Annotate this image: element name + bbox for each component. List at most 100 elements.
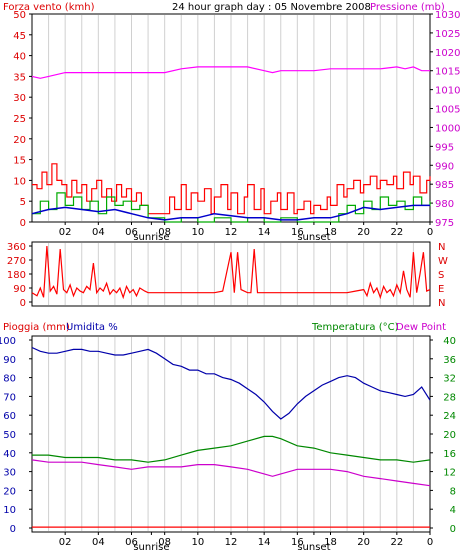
y-tick-label-right: 16	[443, 449, 456, 460]
x-tick-label: 0	[427, 227, 433, 238]
x-tick-label: 14	[258, 227, 271, 238]
x-tick-label: 12	[225, 227, 238, 238]
y-tick-label-right: 980	[435, 199, 454, 210]
y-tick-label-left: 15	[13, 156, 26, 167]
temp-humidity-panel: 0102030405060708090100048121620242832364…	[0, 335, 456, 553]
series-dewpoint	[31, 459, 431, 487]
x-tick-label: 18	[324, 537, 337, 548]
y-tick-label-right: 40	[443, 336, 456, 347]
y-tick-label-left: 10	[3, 505, 16, 516]
compass-label: N	[438, 298, 445, 309]
x-tick-label: 14	[258, 537, 271, 548]
y-tick-label-right: 36	[443, 355, 456, 366]
y-tick-label-left: 0	[10, 524, 16, 535]
y-tick-label-right: 1015	[435, 67, 460, 78]
compass-label: W	[438, 256, 448, 267]
wind-pressure-panel: 0510152025303540455097598098599099510001…	[13, 10, 460, 243]
y-tick-label-left: 70	[3, 392, 16, 403]
y-tick-label-right: 995	[435, 142, 454, 153]
y-tick-label-left: 35	[13, 72, 26, 83]
y-tick-label-right: 24	[443, 411, 456, 422]
y-tick-label-left: 0	[20, 298, 26, 309]
x-tick-label: 04	[92, 227, 105, 238]
y-tick-label-right: 1020	[435, 48, 460, 59]
y-tick-label-left: 360	[7, 242, 26, 253]
x-tick-label: 02	[59, 227, 72, 238]
y-tick-label-right: 32	[443, 374, 456, 385]
y-tick-label-left: 60	[3, 411, 16, 422]
y-tick-label-left: 0	[20, 218, 26, 229]
x-tick-label: 06	[125, 537, 138, 548]
y-tick-label-right: 28	[443, 392, 456, 403]
y-tick-label-left: 50	[13, 10, 26, 21]
y-tick-label-right: 1030	[435, 10, 460, 21]
y-tick-label-left: 30	[3, 468, 16, 479]
y-tick-label-right: 1010	[435, 86, 460, 97]
y-tick-label-right: 4	[450, 505, 456, 516]
x-tick-label: 22	[390, 227, 403, 238]
y-tick-label-right: 1005	[435, 105, 460, 116]
series-wind_avg	[31, 204, 430, 221]
y-tick-label-left: 30	[13, 93, 26, 104]
x-tick-label: 16	[291, 537, 304, 548]
y-tick-label-right: 1000	[435, 123, 460, 134]
x-tick-label: 04	[92, 537, 105, 548]
series-temperature	[32, 435, 431, 463]
y-tick-label-right: 985	[435, 180, 454, 191]
compass-label: S	[438, 270, 444, 281]
series-direction	[31, 245, 431, 300]
sunset-label: sunset	[297, 542, 330, 553]
x-tick-label: 18	[324, 227, 337, 238]
x-tick-label: 06	[125, 227, 138, 238]
compass-label: E	[438, 284, 444, 295]
y-tick-label-left: 5	[20, 197, 26, 208]
y-tick-label-right: 975	[435, 218, 454, 229]
y-tick-label-left: 25	[13, 114, 26, 125]
y-tick-label-right: 1025	[435, 29, 460, 40]
x-tick-label: 20	[357, 537, 370, 548]
humidity-axis-title: Umidita %	[66, 322, 118, 333]
series-humidity	[31, 346, 431, 420]
x-tick-label: 16	[291, 227, 304, 238]
rain-axis-title: Pioggia (mm)	[3, 322, 70, 333]
y-tick-label-left: 50	[3, 430, 16, 441]
y-tick-label-right: 0	[450, 524, 456, 535]
series-wind_gust	[32, 163, 431, 215]
pressure-axis-title: Pressione (mb)	[370, 2, 445, 13]
x-tick-label: 08	[158, 227, 171, 238]
series-pressure	[31, 66, 430, 79]
y-tick-label-left: 90	[3, 355, 16, 366]
y-tick-label-left: 270	[7, 256, 26, 267]
sunrise-label: sunrise	[133, 232, 169, 243]
y-tick-label-left: 100	[0, 336, 16, 347]
sunrise-label: sunrise	[133, 542, 169, 553]
y-tick-label-right: 20	[443, 430, 456, 441]
dewpoint-axis-title: Dew Point	[396, 322, 446, 333]
x-tick-label: 22	[390, 537, 403, 548]
compass-label: N	[438, 242, 445, 253]
x-tick-label: 20	[357, 227, 370, 238]
y-tick-label-left: 10	[13, 176, 26, 187]
y-tick-label-right: 12	[443, 468, 456, 479]
wind-axis-title: Forza vento (kmh)	[3, 2, 95, 13]
y-tick-label-left: 90	[13, 284, 26, 295]
y-tick-label-left: 40	[13, 52, 26, 63]
y-tick-label-left: 40	[3, 449, 16, 460]
x-tick-label: 0	[427, 537, 433, 548]
chart-title: 24 hour graph day : 05 Novembre 2008	[172, 2, 371, 13]
sunset-label: sunset	[297, 232, 330, 243]
x-tick-label: 08	[158, 537, 171, 548]
y-tick-label-right: 990	[435, 161, 454, 172]
y-tick-label-left: 80	[3, 374, 16, 385]
y-tick-label-left: 20	[13, 135, 26, 146]
x-tick-label: 12	[225, 537, 238, 548]
x-tick-label: 10	[191, 227, 204, 238]
x-tick-label: 10	[191, 537, 204, 548]
temperature-axis-title: Temperatura (°C)	[311, 322, 399, 333]
y-tick-label-right: 8	[450, 486, 456, 497]
x-tick-label: 02	[59, 537, 72, 548]
y-tick-label-left: 45	[13, 31, 26, 42]
y-tick-label-left: 20	[3, 486, 16, 497]
